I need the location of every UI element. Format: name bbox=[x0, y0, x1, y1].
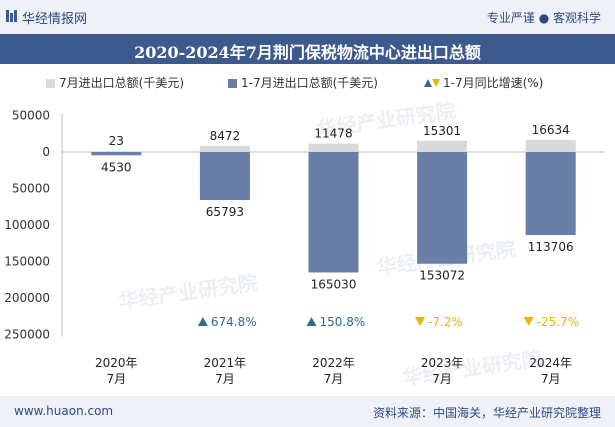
brand-logo-icon bbox=[6, 10, 17, 22]
bar-monthly bbox=[525, 139, 576, 152]
chart-area: 50000 0 50000 100000 150000 200000 250000 23 453… bbox=[4, 109, 605, 386]
data-label-monthly: 8472 bbox=[210, 129, 241, 143]
y-tick-label: 150000 bbox=[4, 255, 50, 269]
x-tick-label: 7月 bbox=[215, 372, 235, 386]
y-tick-label: 0 bbox=[42, 145, 50, 159]
bar-monthly bbox=[91, 151, 142, 152]
bar-cumulative bbox=[308, 152, 359, 273]
x-tick-label: 7月 bbox=[541, 372, 561, 386]
footer-source: 资料来源：中国海关，华经产业研究院整理 bbox=[372, 406, 601, 420]
bar-cumulative bbox=[91, 152, 142, 156]
x-tick-label: 2023年 bbox=[421, 356, 464, 370]
x-tick-label: 2022年 bbox=[312, 356, 355, 370]
bar-cumulative bbox=[525, 152, 576, 236]
bar-monthly bbox=[199, 145, 250, 152]
data-label-monthly: 16634 bbox=[532, 123, 570, 137]
growth-down-triangle-icon bbox=[415, 317, 426, 326]
growth-rate-label: 674.8% bbox=[211, 315, 257, 329]
growth-up-triangle-icon bbox=[197, 317, 208, 326]
y-tick-label: 100000 bbox=[4, 218, 50, 232]
y-tick-label: 250000 bbox=[4, 328, 50, 342]
legend-label-monthly: 7月进出口总额(千美元) bbox=[59, 76, 184, 90]
growth-down-triangle-icon bbox=[523, 317, 534, 326]
legend-swatch-cumulative bbox=[228, 79, 237, 88]
legend-up-triangle-icon bbox=[424, 79, 432, 87]
data-label-cumulative: 113706 bbox=[528, 240, 574, 254]
data-label-monthly: 11478 bbox=[314, 127, 352, 141]
brand-name: 华经情报网 bbox=[22, 12, 88, 27]
legend-item-monthly: 7月进出口总额(千美元) bbox=[46, 74, 184, 91]
legend-label-cumulative: 1-7月进出口总额(千美元) bbox=[241, 76, 378, 90]
footer-site: www.huaon.com bbox=[14, 404, 114, 418]
data-label-monthly: 15301 bbox=[423, 124, 461, 138]
legend-item-growth: 1-7月同比增速(%) bbox=[424, 74, 543, 91]
bar-monthly bbox=[417, 140, 468, 152]
growth-rate-label: 150.8% bbox=[320, 315, 366, 329]
growth-rate-label: -7.2% bbox=[428, 315, 463, 329]
x-tick-label: 2024年 bbox=[529, 356, 572, 370]
bar-cumulative bbox=[199, 152, 250, 201]
y-tick-label: 200000 bbox=[4, 291, 50, 305]
x-tick-label: 2021年 bbox=[204, 356, 247, 370]
data-label-cumulative: 153072 bbox=[419, 269, 465, 283]
legend-item-cumulative: 1-7月进出口总额(千美元) bbox=[228, 74, 378, 91]
legend: 7月进出口总额(千美元) 1-7月进出口总额(千美元) 1-7月同比增速(%) bbox=[0, 74, 615, 94]
data-label-monthly: 23 bbox=[109, 134, 124, 148]
growth-up-triangle-icon bbox=[306, 317, 317, 326]
legend-label-growth: 1-7月同比增速(%) bbox=[443, 76, 544, 90]
title-bar: 2020-2024年7月荆门保税物流中心进出口总额 bbox=[0, 34, 615, 64]
bar-cumulative bbox=[417, 152, 468, 264]
footer: www.huaon.com 资料来源：中国海关，华经产业研究院整理 bbox=[0, 396, 615, 427]
growth-rate-label: -25.7% bbox=[537, 315, 579, 329]
x-tick-label: 7月 bbox=[106, 372, 126, 386]
data-label-cumulative: 4530 bbox=[101, 160, 132, 174]
legend-swatch-monthly bbox=[46, 79, 55, 88]
data-label-cumulative: 165030 bbox=[311, 277, 357, 291]
legend-down-triangle-icon bbox=[432, 79, 440, 87]
x-tick-label: 7月 bbox=[432, 372, 452, 386]
y-tick-label: 50000 bbox=[12, 109, 50, 123]
y-tick-label: 50000 bbox=[12, 182, 50, 196]
top-bar: 华经情报网 专业严谨 ● 客观科学 bbox=[0, 0, 615, 34]
x-tick-label: 2020年 bbox=[95, 356, 138, 370]
tagline: 专业严谨 ● 客观科学 bbox=[486, 11, 601, 25]
chart-title: 2020-2024年7月荆门保税物流中心进出口总额 bbox=[134, 43, 481, 62]
x-tick-label: 7月 bbox=[324, 372, 344, 386]
bar-monthly bbox=[308, 143, 359, 152]
data-label-cumulative: 65793 bbox=[206, 205, 244, 219]
